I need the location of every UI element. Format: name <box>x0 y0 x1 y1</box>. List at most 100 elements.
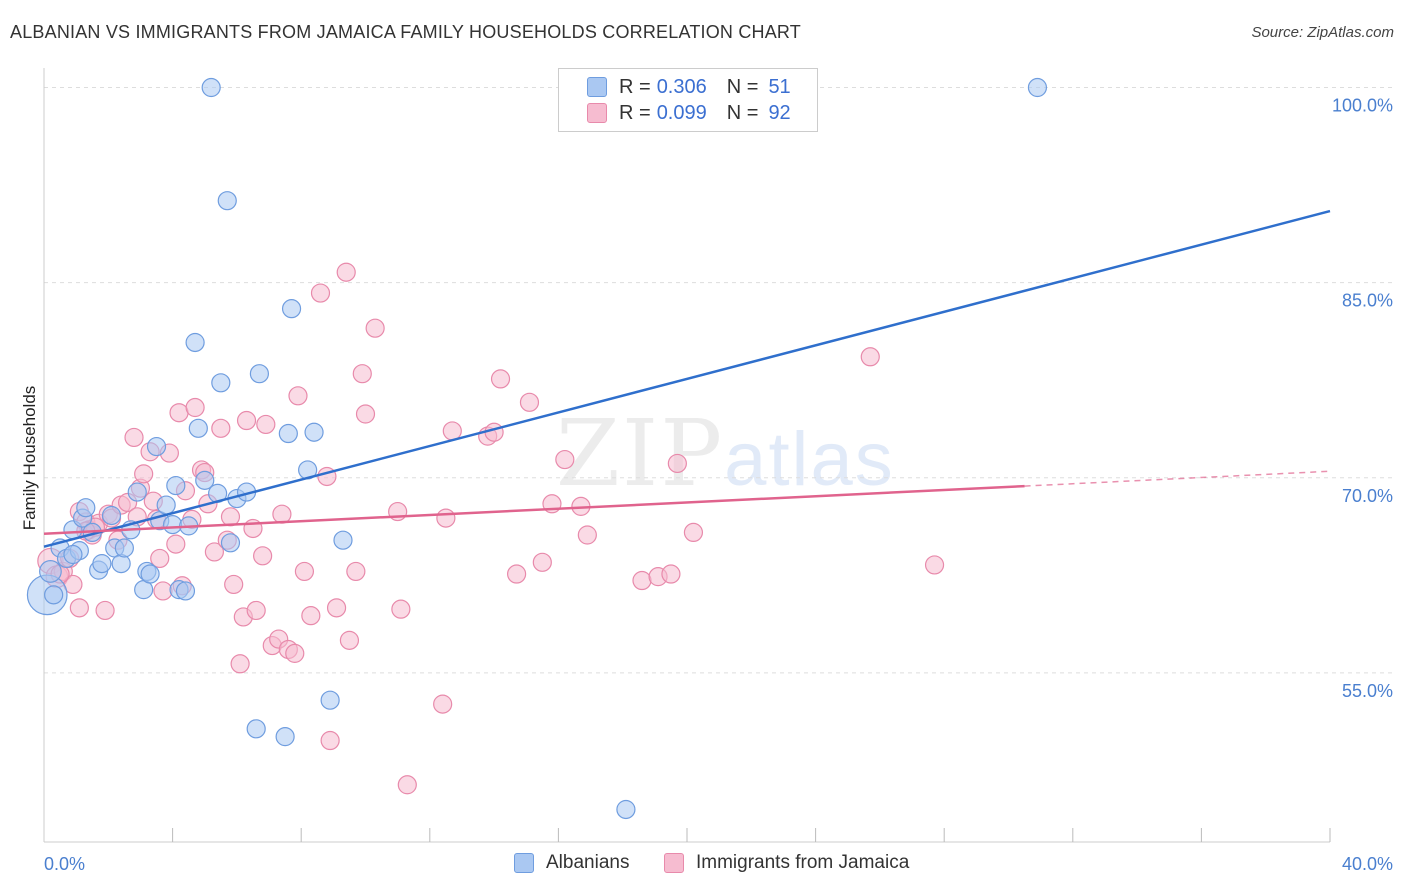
albanians-point <box>63 544 83 565</box>
albanians-point <box>44 585 64 605</box>
albanians-point <box>92 554 112 574</box>
jamaica-point <box>294 561 315 582</box>
jamaica-point <box>397 775 417 795</box>
legend-n-value: 92 <box>768 101 791 124</box>
legend-r-label: R = <box>619 75 651 98</box>
legend-n-value: 51 <box>768 75 791 98</box>
jamaica-point <box>246 600 266 621</box>
jamaica-point <box>211 418 231 438</box>
jamaica-point <box>339 630 360 650</box>
jamaica-point <box>153 581 173 601</box>
jamaica-point <box>150 548 170 569</box>
albanians-point <box>127 482 147 502</box>
jamaica-point <box>204 542 224 562</box>
albanians-label: Albanians <box>546 852 630 873</box>
jamaica-point <box>661 564 681 584</box>
jamaica-label: Immigrants from Jamaica <box>696 852 910 873</box>
legend-row-jamaica: R = 0.099 N = 92 <box>559 100 791 126</box>
albanians-point <box>140 564 160 584</box>
jamaica-point <box>288 386 308 406</box>
label-layer: 100.0% 85.0% 70.0% 55.0% 0.0% 40.0% Family Hou… <box>20 96 1393 874</box>
albanians-point <box>217 191 237 211</box>
albanians-point <box>39 560 62 583</box>
albanians-point <box>246 719 266 739</box>
jamaica-swatch <box>664 853 684 873</box>
y-tick-label: 55.0% <box>1342 681 1393 701</box>
grid-layer <box>44 87 1392 674</box>
chart-title: ALBANIAN VS IMMIGRANTS FROM JAMAICA FAMI… <box>10 22 801 42</box>
jamaica-point <box>490 369 511 389</box>
albanians-point <box>278 423 298 444</box>
x-tick-label: 40.0% <box>1342 854 1393 874</box>
albanians-point <box>249 364 270 384</box>
legend-swatch-jamaica <box>587 103 607 123</box>
jamaica-point <box>185 397 205 418</box>
watermark-zip: ZIP <box>556 400 725 507</box>
albanians-point <box>333 530 353 550</box>
albanians-point <box>146 436 167 457</box>
jamaica-point <box>272 504 292 524</box>
y-tick-label: 70.0% <box>1342 486 1393 506</box>
jamaica-point <box>632 570 652 591</box>
jamaica-point <box>124 427 144 448</box>
albanians-swatch <box>514 853 534 873</box>
legend-r-value: 0.099 <box>656 101 707 124</box>
axis-layer <box>43 68 1331 843</box>
jamaica-point <box>860 347 880 367</box>
jamaica-point <box>683 522 704 543</box>
series-legend-jamaica[interactable]: Immigrants from Jamaica <box>664 852 909 874</box>
legend-n-label: N = <box>726 101 759 124</box>
albanians-point <box>211 373 231 393</box>
jamaica-point <box>436 508 456 528</box>
series-legend: Albanians Immigrants from Jamaica <box>0 852 1406 876</box>
jamaica-trend-line <box>43 484 1025 535</box>
jamaica-point <box>253 546 273 566</box>
albanians-point <box>304 422 324 442</box>
jamaica-point <box>310 283 331 303</box>
jamaica-point <box>336 262 356 282</box>
albanians-point <box>320 690 340 710</box>
albanians-point <box>188 418 208 438</box>
jamaica-point <box>224 574 244 595</box>
jamaica-point <box>230 654 250 674</box>
albanians-point <box>114 538 134 558</box>
watermark-atlas: atlas <box>724 417 895 502</box>
jamaica-point <box>134 464 154 484</box>
y-tick-label: 85.0% <box>1342 291 1393 311</box>
legend-r-value: 0.306 <box>656 75 707 98</box>
jamaica-point <box>484 422 504 442</box>
jamaica-point <box>256 414 276 435</box>
legend-r-label: R = <box>619 101 651 124</box>
jamaica-point <box>236 410 257 431</box>
albanians-point <box>185 332 205 353</box>
jamaica-point <box>532 552 552 572</box>
jamaica-point <box>507 564 527 584</box>
albanians-point <box>1027 77 1048 98</box>
jamaica-point <box>391 599 411 619</box>
albanians-point <box>281 299 302 319</box>
y-axis-title: Family Households <box>20 386 39 531</box>
jamaica-point <box>352 364 372 384</box>
albanians-point <box>616 799 636 820</box>
legend-n-label: N = <box>726 75 759 98</box>
jamaica-point <box>365 318 385 338</box>
jamaica-point <box>433 694 453 714</box>
jamaica-point <box>346 561 366 582</box>
watermark: ZIPatlas <box>556 400 895 507</box>
albanians-point <box>166 475 186 496</box>
jamaica-point <box>301 606 321 626</box>
series-legend-albanians[interactable]: Albanians <box>514 852 629 874</box>
y-tick-label: 100.0% <box>1332 96 1393 116</box>
x-tick-label: 0.0% <box>44 854 85 874</box>
jamaica-point <box>924 555 945 575</box>
points-layer <box>26 77 1048 820</box>
legend-swatch-albanians <box>587 77 607 97</box>
albanians-point <box>175 581 196 601</box>
albanians-point <box>101 505 122 526</box>
albanians-point <box>220 533 241 553</box>
jamaica-point <box>355 404 376 424</box>
jamaica-point <box>555 449 575 470</box>
albanians-point <box>156 495 176 515</box>
albanians-point <box>201 77 221 98</box>
